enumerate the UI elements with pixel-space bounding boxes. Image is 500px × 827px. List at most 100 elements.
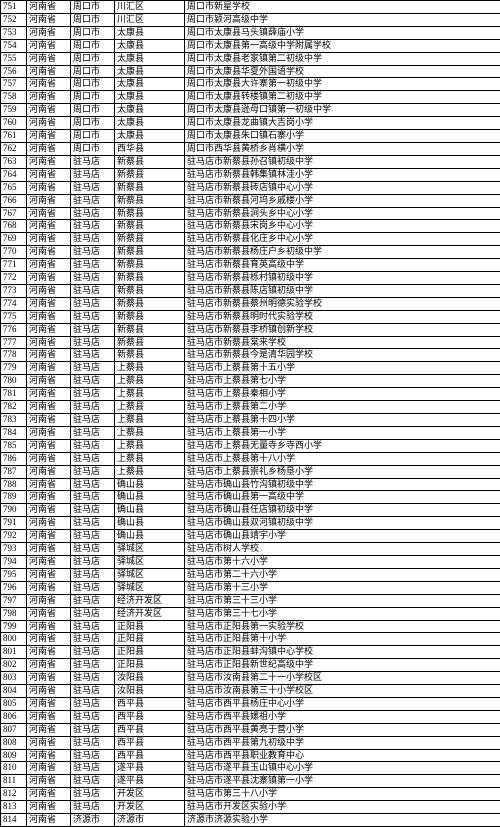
- table-row: 800河南省驻马店正阳县驻马店市正阳县第十小学: [1, 633, 500, 646]
- district: 开发区: [115, 801, 185, 814]
- row-number: 760: [1, 117, 27, 130]
- table-row: 768河南省驻马店新蔡县驻马店市新蔡县宋岗乡中心小学: [1, 220, 500, 233]
- province: 河南省: [27, 775, 71, 788]
- table-row: 799河南省驻马店正阳县驻马店市正阳县第一实验学校: [1, 620, 500, 633]
- row-number: 763: [1, 155, 27, 168]
- district: 西平县: [115, 710, 185, 723]
- province: 河南省: [27, 723, 71, 736]
- table-row: 809河南省驻马店西平县驻马店市西平县职业教育中心: [1, 749, 500, 762]
- district: 太康县: [115, 78, 185, 91]
- province: 河南省: [27, 284, 71, 297]
- city: 周口市: [71, 142, 115, 155]
- row-number: 799: [1, 620, 27, 633]
- table-row: 802河南省驻马店正阳县驻马店市正阳县新世纪高级中学: [1, 659, 500, 672]
- province: 河南省: [27, 788, 71, 801]
- province: 河南省: [27, 362, 71, 375]
- district: 太康县: [115, 91, 185, 104]
- school-name: 驻马店市第十三小学: [185, 581, 500, 594]
- row-number: 778: [1, 349, 27, 362]
- row-number: 814: [1, 814, 27, 827]
- school-name: 驻马店市新蔡县明时代实验学校: [185, 310, 500, 323]
- district: 上蔡县: [115, 414, 185, 427]
- row-number: 791: [1, 517, 27, 530]
- table-row: 766河南省驻马店新蔡县驻马店市新蔡县河坞乡戚楼小学: [1, 194, 500, 207]
- district: 太康县: [115, 52, 185, 65]
- row-number: 762: [1, 142, 27, 155]
- school-name: 驻马店市新蔡县育英高级中学: [185, 259, 500, 272]
- row-number: 784: [1, 426, 27, 439]
- row-number: 794: [1, 555, 27, 568]
- province: 河南省: [27, 220, 71, 233]
- district: 新蔡县: [115, 336, 185, 349]
- city: 驻马店: [71, 336, 115, 349]
- row-number: 780: [1, 375, 27, 388]
- city: 驻马店: [71, 478, 115, 491]
- table-row: 801河南省驻马店正阳县驻马店市正阳县蚌沟镇中心学校: [1, 646, 500, 659]
- row-number: 781: [1, 388, 27, 401]
- district: 新蔡县: [115, 194, 185, 207]
- province: 河南省: [27, 401, 71, 414]
- province: 河南省: [27, 1, 71, 14]
- city: 驻马店: [71, 568, 115, 581]
- table-row: 791河南省驻马店确山县驻马店市确山县双河镇初级中学: [1, 517, 500, 530]
- city: 驻马店: [71, 414, 115, 427]
- school-name: 驻马店市新蔡县陈店镇初级中学: [185, 284, 500, 297]
- district: 上蔡县: [115, 439, 185, 452]
- district: 确山县: [115, 504, 185, 517]
- table-row: 792河南省驻马店确山县驻马店市确山县靖宇小学: [1, 530, 500, 543]
- province: 河南省: [27, 736, 71, 749]
- district: 正阳县: [115, 633, 185, 646]
- row-number: 788: [1, 478, 27, 491]
- city: 驻马店: [71, 594, 115, 607]
- city: 驻马店: [71, 736, 115, 749]
- table-row: 760河南省周口市太康县周口市太康县龙曲镇大吉岗小学: [1, 117, 500, 130]
- city: 驻马店: [71, 259, 115, 272]
- province: 河南省: [27, 814, 71, 827]
- row-number: 776: [1, 323, 27, 336]
- province: 河南省: [27, 336, 71, 349]
- district: 上蔡县: [115, 465, 185, 478]
- table-row: 778河南省驻马店新蔡县驻马店市新蔡县今是清华园学校: [1, 349, 500, 362]
- city: 驻马店: [71, 207, 115, 220]
- province: 河南省: [27, 594, 71, 607]
- table-row: 757河南省周口市太康县周口市太康县大许寨第一初级中学: [1, 78, 500, 91]
- row-number: 792: [1, 530, 27, 543]
- row-number: 768: [1, 220, 27, 233]
- province: 河南省: [27, 517, 71, 530]
- school-name: 驻马店市新蔡县宋岗乡中心小学: [185, 220, 500, 233]
- school-name: 驻马店市汝南县第二十一小学校区: [185, 672, 500, 685]
- district: 驿城区: [115, 581, 185, 594]
- table-row: 758河南省周口市太康县周口市太康县转楼镇第二初级中学: [1, 91, 500, 104]
- table-row: 782河南省驻马店上蔡县驻马店市上蔡县第二小学: [1, 401, 500, 414]
- province: 河南省: [27, 155, 71, 168]
- district: 新蔡县: [115, 220, 185, 233]
- province: 河南省: [27, 181, 71, 194]
- school-name: 周口市太康县第一高级中学附属学校: [185, 39, 500, 52]
- school-name: 驻马店市新蔡县孙召镇初级中学: [185, 155, 500, 168]
- row-number: 809: [1, 749, 27, 762]
- table-row: 784河南省驻马店上蔡县驻马店市上蔡县第一小学: [1, 426, 500, 439]
- table-row: 807河南省驻马店西平县驻马店市西平县黄亮于营小学: [1, 723, 500, 736]
- city: 驻马店: [71, 194, 115, 207]
- table-row: 763河南省驻马店新蔡县驻马店市新蔡县孙召镇初级中学: [1, 155, 500, 168]
- province: 河南省: [27, 142, 71, 155]
- district: 西华县: [115, 142, 185, 155]
- table-row: 812河南省驻马店开发区驻马店市第三十八小学: [1, 788, 500, 801]
- city: 驻马店: [71, 181, 115, 194]
- school-name: 驻马店市确山县双河镇初级中学: [185, 517, 500, 530]
- province: 河南省: [27, 194, 71, 207]
- district: 上蔡县: [115, 426, 185, 439]
- school-name: 驻马店市上蔡县第一小学: [185, 426, 500, 439]
- district: 经济开发区: [115, 594, 185, 607]
- table-row: 786河南省驻马店上蔡县驻马店市上蔡县第十八小学: [1, 452, 500, 465]
- school-name: 驻马店市正阳县蚌沟镇中心学校: [185, 646, 500, 659]
- row-number: 769: [1, 233, 27, 246]
- city: 周口市: [71, 52, 115, 65]
- table-row: 796河南省驻马店驿城区驻马店市第十三小学: [1, 581, 500, 594]
- table-row: 797河南省驻马店经济开发区驻马店市第三十三小学: [1, 594, 500, 607]
- province: 河南省: [27, 452, 71, 465]
- table-row: 788河南省驻马店确山县驻马店市确山县竹沟镇初级中学: [1, 478, 500, 491]
- school-name: 驻马店市新蔡县李桥镇创新学校: [185, 323, 500, 336]
- city: 驻马店: [71, 710, 115, 723]
- city: 周口市: [71, 26, 115, 39]
